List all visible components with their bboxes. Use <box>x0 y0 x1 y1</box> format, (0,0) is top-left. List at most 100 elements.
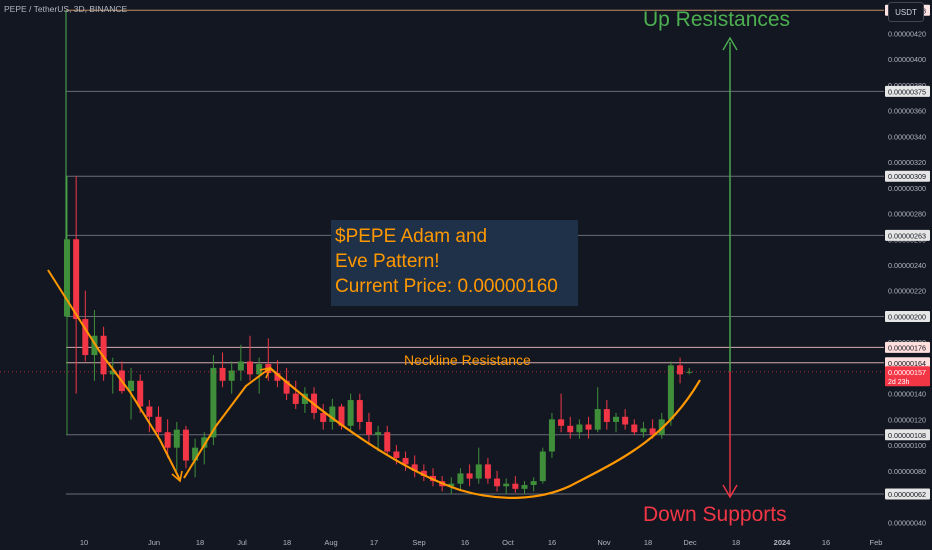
adam-up-line <box>183 367 271 479</box>
up-resistances-label: Up Resistances <box>643 8 791 31</box>
candle-body <box>329 406 336 422</box>
candle-body <box>384 432 391 452</box>
level-price-label: 0.00000375 <box>888 87 926 96</box>
candle-body <box>201 437 208 448</box>
x-tick-label: 16 <box>461 538 469 547</box>
currency-button[interactable]: USDT <box>888 2 924 22</box>
candle-body <box>484 464 491 479</box>
candle-body <box>91 335 98 356</box>
candle-body <box>603 409 610 422</box>
candle-body <box>182 429 189 461</box>
candle-body <box>155 416 162 433</box>
level-price-label: 0.00000200 <box>888 312 926 321</box>
level-price-label: 0.00000263 <box>888 231 926 240</box>
time-axis[interactable]: 10 Jun 18 Jul 18 Aug 17 Sep 16 Oct 16 Nov 18 Dec 18 202… <box>80 538 883 547</box>
candle-body <box>420 470 427 476</box>
candle-body <box>548 419 555 452</box>
level-price-tag <box>885 229 930 241</box>
candle-body <box>219 367 226 381</box>
level-price-tag <box>885 357 930 369</box>
candle-body <box>228 370 235 381</box>
candle-body <box>402 457 409 465</box>
pattern-overlays <box>0 10 884 499</box>
note-line-2: Eve Pattern! <box>335 251 440 272</box>
note-line-3: Current Price: 0.00000160 <box>335 276 558 297</box>
candle-body <box>274 373 281 381</box>
candle-body <box>613 416 619 422</box>
y-tick-label: 0.00000340 <box>888 132 926 141</box>
neckline-label: Neckline Resistance <box>404 352 531 368</box>
candle-body <box>192 447 199 461</box>
candle-body <box>686 371 693 373</box>
candle-body <box>173 429 180 448</box>
y-tick-label: 0.00000280 <box>888 210 926 219</box>
candle-body <box>356 400 363 422</box>
adam-arrowhead <box>171 470 183 483</box>
candle-body <box>393 451 400 458</box>
candle-body <box>411 464 418 471</box>
x-tick-label: 2024 <box>774 538 792 547</box>
candle-body <box>457 473 464 484</box>
candle-body <box>448 483 455 487</box>
y-tick-label: 0.00000100 <box>888 441 926 450</box>
candle-body <box>649 428 656 435</box>
x-tick-label: 16 <box>822 538 830 547</box>
price-axis[interactable]: 0.00000420 0.00000400 0.00000380 0.00000360… <box>884 0 932 550</box>
eve-curve <box>269 367 701 499</box>
level-price-tag <box>885 429 930 441</box>
y-tick-label: 0.00000420 <box>888 29 926 38</box>
down-arrowhead <box>722 484 738 499</box>
candle-body <box>73 239 80 320</box>
candle-body <box>256 364 263 375</box>
candle-body <box>100 335 107 375</box>
candle-body <box>128 380 135 392</box>
level-price-label: 0.00000108 <box>888 431 926 440</box>
candle-body <box>365 421 372 435</box>
candle-body <box>521 484 528 489</box>
x-tick-label: Aug <box>324 538 337 547</box>
candle-body <box>567 425 574 433</box>
candle-body <box>320 412 327 422</box>
y-tick-label: 0.00000320 <box>888 158 926 167</box>
level-price-label: 0.00000176 <box>888 343 926 352</box>
y-tick-label: 0.00000380 <box>888 81 926 90</box>
candle-body <box>247 361 253 375</box>
candle-body <box>594 409 601 430</box>
level-price-label: 0.00000309 <box>888 172 926 181</box>
level-price-label: 0.00000062 <box>888 490 926 499</box>
adam-down-line <box>47 269 181 481</box>
x-tick-label: Jun <box>148 538 160 547</box>
note-line-1: $PEPE Adam and <box>335 226 488 247</box>
x-tick-label: Sep <box>412 538 425 547</box>
adam-up-arrowhead <box>259 366 272 379</box>
candle-body <box>677 365 684 375</box>
level-price-tag <box>885 85 930 97</box>
down-supports-label: Down Supports <box>643 503 787 526</box>
candle-body <box>539 451 546 482</box>
up-arrowhead <box>722 36 738 51</box>
x-tick-label: Dec <box>683 538 697 547</box>
current-price-label: 0.00000157 <box>888 368 926 377</box>
candle-body <box>622 416 629 425</box>
x-tick-label: Nov <box>597 538 611 547</box>
candle-body <box>347 400 354 426</box>
level-price-tag <box>885 488 930 500</box>
countdown-label: 2d 23h <box>888 379 910 386</box>
note-box[interactable]: $PEPE Adam and Eve Pattern! Current Pric… <box>331 220 578 306</box>
candle-body <box>530 481 537 485</box>
candles <box>64 176 693 494</box>
candle-body <box>137 380 144 407</box>
candle-body <box>585 424 592 430</box>
y-tick-label: 0.00000240 <box>888 261 926 270</box>
candle-body <box>82 319 89 356</box>
y-tick-label: 0.00000360 <box>888 107 926 116</box>
x-tick-label: 18 <box>732 538 740 547</box>
candle-body <box>375 432 382 435</box>
candle-body <box>512 483 519 489</box>
candle-body <box>475 464 482 479</box>
x-tick-label: 10 <box>80 538 88 547</box>
candle-body <box>466 473 473 479</box>
candle-body <box>558 419 565 426</box>
x-tick-label: 16 <box>548 538 556 547</box>
